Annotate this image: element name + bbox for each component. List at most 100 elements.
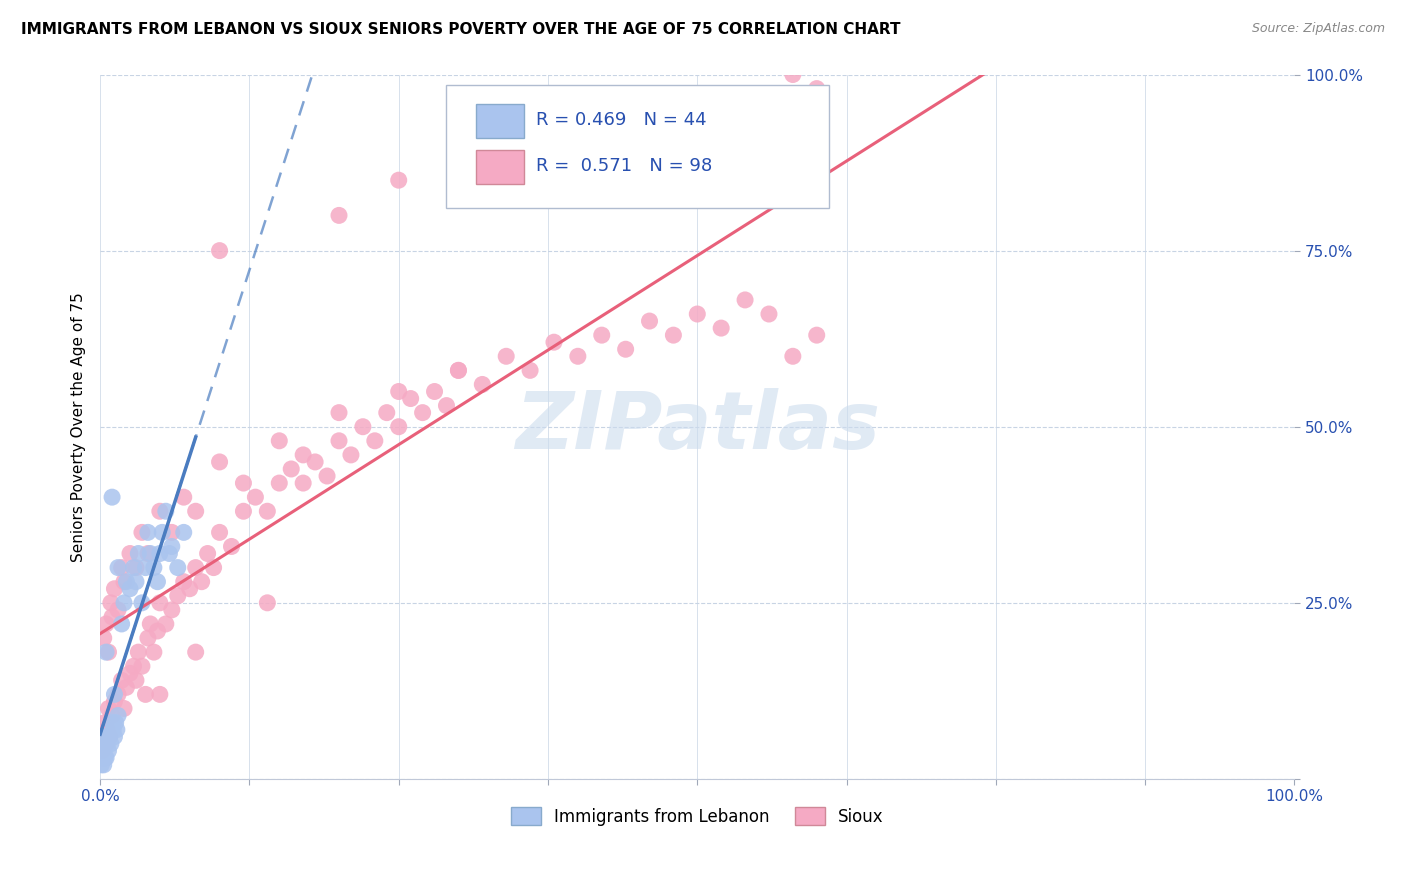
Point [149, 687, 172, 701]
Point [97, 645, 120, 659]
Point [112, 701, 135, 715]
Point [136, 547, 159, 561]
Point [112, 596, 135, 610]
Point [184, 645, 207, 659]
Point [94, 645, 117, 659]
Point [94, 737, 117, 751]
Point [146, 574, 169, 589]
Point [105, 723, 128, 737]
Point [758, 307, 780, 321]
Point [256, 596, 278, 610]
Point [93, 744, 115, 758]
Point [173, 525, 195, 540]
Point [115, 681, 138, 695]
Point [190, 574, 212, 589]
Point [127, 645, 149, 659]
Point [149, 547, 172, 561]
Point [139, 547, 162, 561]
Point [197, 547, 219, 561]
Point [471, 377, 494, 392]
Point [388, 173, 411, 187]
Point [782, 68, 804, 82]
Point [103, 582, 125, 596]
Point [256, 504, 278, 518]
Point [388, 384, 411, 399]
Point [111, 560, 134, 574]
Point [103, 687, 125, 701]
Text: Source: ZipAtlas.com: Source: ZipAtlas.com [1251, 22, 1385, 36]
Point [202, 560, 225, 574]
Point [352, 419, 374, 434]
Point [103, 730, 125, 744]
Legend: Immigrants from Lebanon, Sioux: Immigrants from Lebanon, Sioux [502, 799, 891, 834]
Point [91, 744, 114, 758]
Point [173, 490, 195, 504]
Point [122, 659, 145, 673]
Point [328, 208, 350, 222]
Point [101, 715, 124, 730]
Text: R = 0.469   N = 44: R = 0.469 N = 44 [536, 112, 707, 129]
Point [316, 469, 339, 483]
Point [103, 723, 125, 737]
Point [447, 363, 470, 377]
Point [93, 631, 115, 645]
Point [567, 349, 589, 363]
Point [91, 751, 114, 765]
Point [245, 490, 267, 504]
Point [118, 547, 141, 561]
Point [94, 730, 117, 744]
Point [100, 737, 122, 751]
Point [543, 335, 565, 350]
Point [142, 560, 165, 574]
Point [280, 462, 302, 476]
Point [179, 582, 201, 596]
Point [125, 560, 148, 574]
Point [136, 631, 159, 645]
Point [304, 455, 326, 469]
Point [710, 321, 733, 335]
Point [375, 406, 398, 420]
Point [686, 307, 709, 321]
Point [638, 314, 661, 328]
Point [436, 399, 458, 413]
Point [118, 582, 141, 596]
Point [160, 525, 183, 540]
Point [146, 624, 169, 638]
Point [157, 547, 180, 561]
Point [292, 448, 315, 462]
Point [806, 81, 828, 95]
Point [131, 596, 153, 610]
Point [111, 616, 134, 631]
Point [150, 525, 173, 540]
FancyBboxPatch shape [477, 150, 524, 184]
Point [328, 406, 350, 420]
Point [94, 751, 117, 765]
Point [166, 560, 188, 574]
Point [388, 419, 411, 434]
Point [91, 730, 114, 744]
Point [139, 616, 162, 631]
Point [155, 616, 177, 631]
Point [101, 610, 124, 624]
Point [364, 434, 387, 448]
Point [806, 328, 828, 343]
Point [662, 328, 685, 343]
Point [122, 560, 145, 574]
Point [98, 730, 121, 744]
Point [184, 560, 207, 574]
Point [131, 525, 153, 540]
Point [160, 540, 183, 554]
Point [100, 596, 122, 610]
Point [160, 603, 183, 617]
Point [96, 723, 118, 737]
Text: ZIPatlas: ZIPatlas [515, 388, 880, 466]
Point [98, 730, 121, 744]
Point [208, 525, 231, 540]
Point [173, 574, 195, 589]
Point [155, 504, 177, 518]
Point [101, 490, 124, 504]
Point [208, 455, 231, 469]
Point [208, 244, 231, 258]
Point [111, 673, 134, 688]
Point [166, 589, 188, 603]
